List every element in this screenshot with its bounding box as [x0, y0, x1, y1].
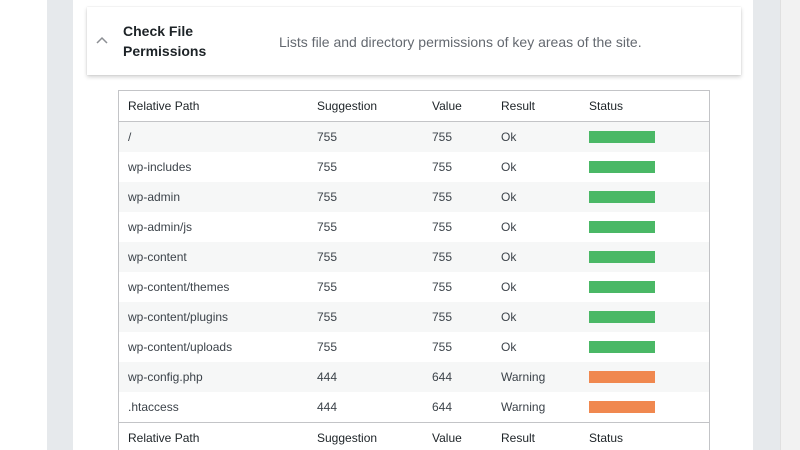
cell-result: Ok: [492, 152, 580, 182]
column-footer-value: Value: [423, 422, 492, 450]
cell-status: [580, 242, 709, 272]
scrollbar[interactable]: [780, 0, 800, 450]
status-bar-ok: [589, 251, 655, 263]
column-footer-status: Status: [580, 422, 709, 450]
section-title: Check File Permissions: [123, 23, 207, 59]
cell-value: 755: [423, 332, 492, 362]
cell-value: 755: [423, 152, 492, 182]
table-row: wp-content/plugins 755 755 Ok: [119, 302, 709, 332]
cell-relative-path: wp-content/uploads: [119, 332, 308, 362]
status-bar-ok: [589, 191, 655, 203]
cell-status: [580, 152, 709, 182]
cell-suggestion: 755: [308, 302, 423, 332]
cell-suggestion: 755: [308, 121, 423, 152]
cell-result: Warning: [492, 392, 580, 423]
column-footer-relative-path: Relative Path: [119, 422, 308, 450]
table-row: /755 755 Ok: [119, 121, 709, 152]
status-bar-ok: [589, 161, 655, 173]
status-bar-ok: [589, 341, 655, 353]
cell-result: Ok: [492, 212, 580, 242]
cell-value: 644: [423, 392, 492, 423]
cell-relative-path: wp-admin/js: [119, 212, 308, 242]
table-row: wp-admin/js 755 755 Ok: [119, 212, 709, 242]
cell-suggestion: 444: [308, 362, 423, 392]
cell-status: [580, 332, 709, 362]
cell-suggestion: 755: [308, 272, 423, 302]
cell-suggestion: 444: [308, 392, 423, 423]
cell-status: [580, 121, 709, 152]
left-margin: [0, 0, 47, 450]
cell-relative-path: wp-content/themes: [119, 272, 308, 302]
cell-result: Ok: [492, 182, 580, 212]
cell-status: [580, 362, 709, 392]
table-row: .htaccess 444 644 Warning: [119, 392, 709, 423]
cell-value: 755: [423, 272, 492, 302]
cell-value: 755: [423, 302, 492, 332]
cell-value: 755: [423, 212, 492, 242]
section-header[interactable]: Check File Permissions Lists file and di…: [87, 7, 741, 75]
cell-suggestion: 755: [308, 332, 423, 362]
cell-relative-path: .htaccess: [119, 392, 308, 423]
status-bar-ok: [589, 281, 655, 293]
cell-suggestion: 755: [308, 242, 423, 272]
cell-result: Ok: [492, 272, 580, 302]
cell-status: [580, 392, 709, 423]
cell-relative-path: wp-config.php: [119, 362, 308, 392]
column-header-status: Status: [580, 91, 709, 122]
table-body: /755 755 Ok wp-includes 755 755 Ok wp-admin 755 7…: [119, 121, 709, 423]
cell-status: [580, 182, 709, 212]
status-bar-warning: [589, 371, 655, 383]
chevron-up-icon[interactable]: [95, 33, 109, 47]
cell-status: [580, 212, 709, 242]
cell-value: 755: [423, 182, 492, 212]
cell-suggestion: 755: [308, 212, 423, 242]
table-row: wp-content/uploads 755 755 Ok: [119, 332, 709, 362]
cell-relative-path: wp-includes: [119, 152, 308, 182]
table-row: wp-includes 755 755 Ok: [119, 152, 709, 182]
status-bar-ok: [589, 311, 655, 323]
column-footer-result: Result: [492, 422, 580, 450]
cell-value: 644: [423, 362, 492, 392]
column-footer-suggestion: Suggestion: [308, 422, 423, 450]
cell-value: 755: [423, 121, 492, 152]
cell-result: Ok: [492, 332, 580, 362]
section-description: Lists file and directory permissions of …: [279, 34, 642, 50]
cell-result: Ok: [492, 242, 580, 272]
table-row: wp-config.php 444 644 Warning: [119, 362, 709, 392]
cell-suggestion: 755: [308, 152, 423, 182]
column-header-result: Result: [492, 91, 580, 122]
cell-relative-path: wp-admin: [119, 182, 308, 212]
permissions-table-container: Relative Path Suggestion Value Result St…: [118, 90, 710, 450]
table-row: wp-content/themes 755 755 Ok: [119, 272, 709, 302]
cell-result: Ok: [492, 302, 580, 332]
cell-relative-path: wp-content: [119, 242, 308, 272]
status-bar-warning: [589, 401, 655, 413]
status-bar-ok: [589, 131, 655, 143]
cell-suggestion: 755: [308, 182, 423, 212]
table-row: wp-content 755 755 Ok: [119, 242, 709, 272]
cell-status: [580, 272, 709, 302]
permissions-table: Relative Path Suggestion Value Result St…: [119, 91, 709, 450]
cell-status: [580, 302, 709, 332]
table-row: wp-admin 755 755 Ok: [119, 182, 709, 212]
cell-relative-path: wp-content/plugins: [119, 302, 308, 332]
cell-result: Warning: [492, 362, 580, 392]
column-header-relative-path: Relative Path: [119, 91, 308, 122]
table-footer-row: Relative Path Suggestion Value Result St…: [119, 422, 709, 450]
column-header-value: Value: [423, 91, 492, 122]
cell-value: 755: [423, 242, 492, 272]
column-header-suggestion: Suggestion: [308, 91, 423, 122]
cell-relative-path: /: [119, 121, 308, 152]
table-header-row: Relative Path Suggestion Value Result St…: [119, 91, 709, 122]
status-bar-ok: [589, 221, 655, 233]
cell-result: Ok: [492, 121, 580, 152]
